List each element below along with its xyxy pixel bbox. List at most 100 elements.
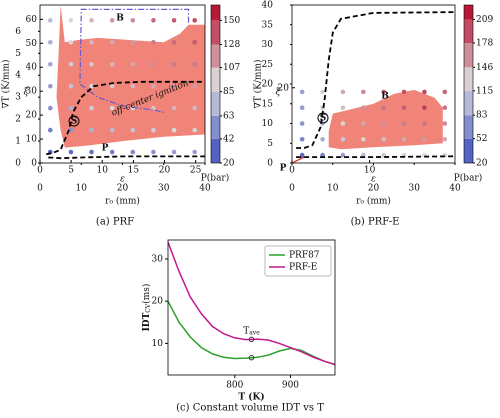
- ignition-region: [328, 89, 443, 150]
- y-tick-label: 0: [15, 159, 21, 169]
- x-tick-label: 800: [226, 381, 243, 391]
- colorbar-band: [464, 5, 473, 20]
- caption: (b) PRF-E: [351, 217, 400, 228]
- pressure-point: [130, 149, 136, 155]
- pressure-point: [48, 127, 53, 133]
- pressure-point: [381, 121, 386, 126]
- pressure-point: [68, 105, 74, 111]
- annotation: B: [381, 92, 389, 102]
- x-tick-label: 0: [37, 184, 43, 194]
- colorbar-band: [211, 115, 220, 139]
- y-tick-label: 30: [152, 254, 164, 264]
- y-tick-label: 10: [262, 119, 274, 129]
- colorbar-tick-label: 20: [223, 159, 235, 169]
- pressure-point: [48, 83, 53, 89]
- pressure-point: [68, 18, 74, 23]
- x-tick-label: 20: [368, 184, 380, 194]
- x2-label: ε: [120, 175, 125, 185]
- y2-tick-label: 10: [26, 135, 38, 145]
- pressure-point: [89, 40, 94, 45]
- colorbar-band: [464, 67, 473, 91]
- pressure-point: [192, 149, 197, 155]
- curve: [292, 156, 305, 163]
- y-tick-label: 6: [15, 27, 21, 37]
- pressure-point: [89, 127, 94, 133]
- curve: [46, 80, 205, 156]
- colorbar-tick-label: 178: [476, 38, 493, 48]
- x2-tick-label: 15: [128, 166, 140, 176]
- colorbar-band: [211, 67, 220, 92]
- pressure-point: [192, 127, 197, 133]
- plot-frame: [39, 4, 206, 164]
- colorbar-tick-label: 42: [223, 134, 234, 144]
- ignition-region: [56, 5, 205, 148]
- plot-area: [46, 5, 205, 160]
- pressure-point: [48, 61, 53, 67]
- pressure-point: [171, 83, 177, 89]
- pressure-point: [151, 61, 156, 67]
- plot-area: [292, 11, 455, 163]
- pressure-point: [340, 137, 346, 142]
- colorbar-label: P(bar): [201, 173, 230, 184]
- pressure-point: [361, 137, 366, 142]
- y-label-unit: (ms): [141, 284, 152, 304]
- pressure-point: [89, 83, 94, 89]
- y2-label: ξ: [276, 88, 282, 98]
- x2-tick-label: 0: [289, 166, 295, 176]
- marker-ring: [68, 115, 80, 127]
- x-tick-label: 40: [449, 184, 461, 194]
- annotation-sub: ave: [249, 329, 260, 336]
- y2-tick-label: 30: [26, 87, 38, 97]
- x2-tick-label: 20: [159, 166, 171, 176]
- pressure-point: [192, 18, 197, 23]
- pressure-point: [381, 89, 386, 95]
- legend-label: PRF-E: [289, 263, 317, 273]
- colorbar-band: [211, 91, 220, 116]
- x2-tick-label: 10: [364, 166, 376, 176]
- pressure-point: [299, 121, 305, 126]
- marker: [248, 355, 255, 361]
- annotation: B: [116, 14, 124, 24]
- x2-tick-label: 5: [68, 166, 74, 176]
- x2-tick-label: 0: [37, 166, 43, 176]
- y-tick-label: 10: [152, 339, 164, 349]
- pressure-point: [442, 89, 448, 95]
- pressure-point: [361, 121, 366, 126]
- curve: [48, 155, 205, 160]
- pressure-point: [171, 127, 177, 133]
- caption: (c) Constant volume IDT vs T: [176, 403, 324, 414]
- pressure-point: [401, 121, 407, 126]
- x-tick-label: 10: [76, 184, 88, 194]
- colorbar-band: [464, 138, 473, 163]
- pressure-point: [68, 127, 74, 133]
- pressure-point: [151, 83, 156, 89]
- colorbar-tick-label: 209: [476, 15, 493, 25]
- colorbar-tick-label: 107: [223, 63, 240, 73]
- pressure-point: [68, 83, 74, 89]
- series-line: [168, 300, 335, 366]
- pressure-point: [442, 121, 448, 126]
- x2-tick-label: 10: [97, 166, 109, 176]
- pressure-point: [109, 18, 115, 23]
- y-tick-label: 5: [267, 139, 273, 149]
- colorbar-band: [211, 138, 220, 163]
- y-tick-label: 2: [15, 115, 21, 125]
- colorbar-tick-label: 146: [476, 63, 493, 73]
- annotation: Tave: [243, 326, 260, 336]
- annotation: S: [71, 117, 78, 127]
- y-tick-label: 1: [15, 137, 21, 147]
- pressure-point: [192, 83, 197, 89]
- pressure-point: [340, 152, 346, 158]
- x2-tick-label: 25: [190, 166, 202, 176]
- pressure-point: [422, 89, 427, 95]
- colorbar-tick-label: 85: [223, 87, 235, 97]
- annotation: P: [102, 144, 109, 154]
- pressure-point: [299, 137, 305, 142]
- pressure-point: [68, 149, 74, 155]
- plot-frame: [167, 239, 336, 376]
- y-tick-label: 30: [262, 40, 274, 50]
- x-tick-label: 10: [327, 184, 339, 194]
- pressure-point: [130, 40, 136, 45]
- legend-label: PRF87: [289, 251, 320, 261]
